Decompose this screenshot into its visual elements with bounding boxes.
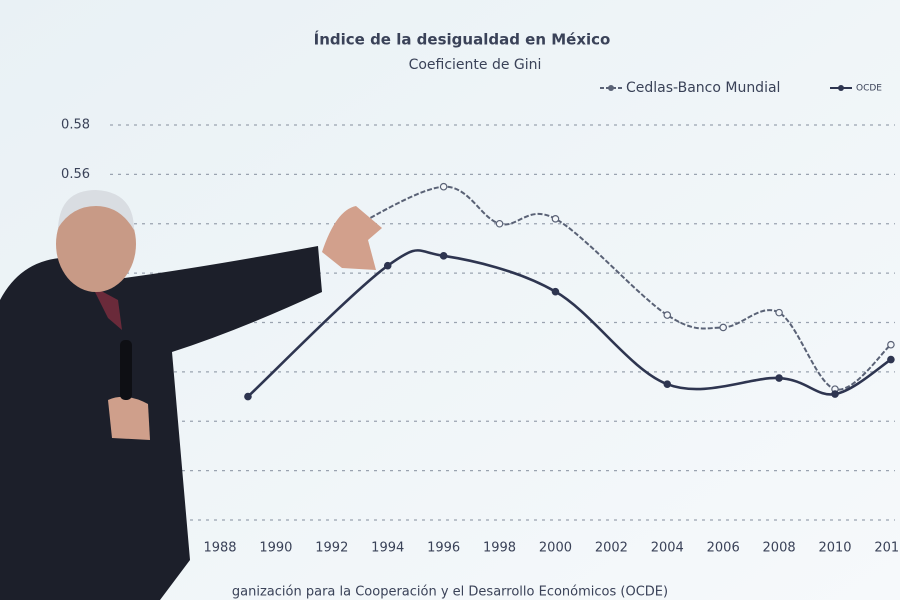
legend-swatch xyxy=(608,85,614,91)
x-tick-label: 2008 xyxy=(763,541,796,556)
point xyxy=(551,215,560,223)
x-tick-label: 1996 xyxy=(427,541,460,556)
y-tick-label: 0.56 xyxy=(61,167,90,182)
x-tick-label: 1988 xyxy=(203,541,236,556)
point xyxy=(775,374,783,382)
x-tick-label: 2010 xyxy=(818,541,851,556)
point xyxy=(439,252,448,260)
point xyxy=(775,308,783,317)
face xyxy=(56,196,136,292)
line xyxy=(345,185,892,391)
y-tick-label: 0.58 xyxy=(61,118,90,133)
hair xyxy=(58,190,134,230)
point xyxy=(663,311,672,319)
legend-swatch xyxy=(838,85,844,91)
x-tick-label: 2012 xyxy=(874,541,900,556)
x-tick-label: 2006 xyxy=(707,541,740,556)
chart-subtitle: Coeficiente de Gini xyxy=(409,57,542,73)
tie xyxy=(92,286,122,330)
point xyxy=(244,392,252,401)
point xyxy=(383,261,392,270)
x-tick-label: 2002 xyxy=(595,541,628,556)
legend-label: Cedlas-Banco Mundial xyxy=(626,80,780,96)
point xyxy=(887,340,895,349)
x-tick-label: 2000 xyxy=(539,541,572,556)
legend-label: OCDE xyxy=(856,84,882,94)
point xyxy=(551,287,560,296)
x-tick-label: 1998 xyxy=(483,541,516,556)
presenter xyxy=(0,190,382,600)
point xyxy=(439,182,448,191)
point xyxy=(719,323,727,332)
hand xyxy=(322,206,382,270)
x-tick-label: 1992 xyxy=(315,541,348,556)
source: ganización para la Cooperación y el Desa… xyxy=(232,585,668,600)
point xyxy=(831,390,839,398)
point xyxy=(887,355,895,364)
point xyxy=(495,219,504,228)
coat xyxy=(0,246,322,600)
x-tick-label: 2004 xyxy=(651,541,684,556)
point xyxy=(663,380,672,389)
microphone xyxy=(120,340,132,400)
hand xyxy=(108,396,150,440)
x-tick-label: 1994 xyxy=(371,541,404,556)
chart-title: Índice de la desigualdad en México xyxy=(314,30,611,49)
x-tick-label: 1990 xyxy=(259,541,292,556)
